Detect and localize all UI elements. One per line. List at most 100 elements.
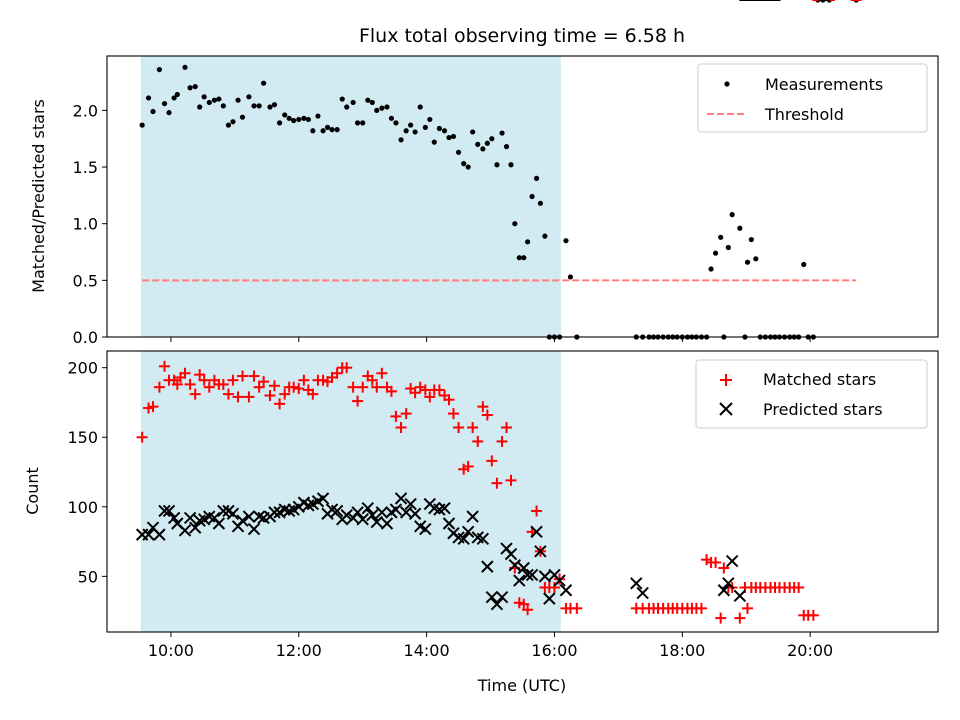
measurement-point bbox=[563, 238, 569, 244]
matched-star-point bbox=[472, 435, 484, 447]
predicted-star-point bbox=[504, 547, 518, 561]
measurement-point bbox=[286, 115, 292, 121]
x-axis-label: Time (UTC) bbox=[477, 676, 566, 695]
y-tick-label: 200 bbox=[67, 359, 98, 378]
matched-star-point bbox=[462, 460, 474, 472]
x-tick-label: 16:00 bbox=[531, 641, 577, 660]
predicted-star-point bbox=[530, 525, 543, 539]
measurement-point bbox=[235, 97, 241, 103]
measurement-point bbox=[484, 140, 490, 146]
matched-star-point bbox=[293, 383, 305, 395]
matched-star-point bbox=[571, 602, 583, 614]
measurement-point bbox=[508, 162, 514, 168]
matched-star-point bbox=[253, 381, 265, 393]
matched-star-point bbox=[496, 435, 508, 447]
predicted-star-point bbox=[466, 510, 479, 523]
matched-star-point bbox=[453, 422, 465, 434]
predicted-star-point bbox=[167, 511, 181, 525]
measurement-point bbox=[748, 236, 754, 243]
measurement-point bbox=[174, 91, 180, 98]
predicted-star-point bbox=[158, 504, 171, 518]
measurement-point bbox=[725, 244, 731, 251]
predicted-star-point bbox=[356, 513, 369, 526]
matched-star-point bbox=[501, 422, 513, 434]
matched-star-point bbox=[171, 378, 183, 390]
measurement-point bbox=[271, 102, 278, 108]
measurement-point bbox=[446, 134, 452, 141]
matched-star-point bbox=[467, 422, 479, 434]
predicted-star-point bbox=[534, 545, 547, 558]
measurement-point bbox=[470, 129, 476, 135]
y-tick-label: 50 bbox=[78, 567, 98, 586]
measurement-point bbox=[427, 116, 433, 123]
predicted-star-point bbox=[725, 554, 739, 568]
predicted-star-point bbox=[380, 517, 394, 530]
y-tick-label: 0.0 bbox=[73, 328, 98, 347]
predicted-star-point bbox=[636, 586, 649, 600]
matched-star-point bbox=[194, 369, 206, 381]
measurement-point bbox=[729, 212, 735, 218]
measurement-point bbox=[744, 259, 751, 265]
measurement-point bbox=[161, 100, 168, 107]
matched-star-point bbox=[268, 380, 280, 392]
predicted-star-point bbox=[394, 492, 408, 505]
measurement-point bbox=[431, 139, 437, 145]
predicted-star-point bbox=[490, 597, 504, 611]
matched-star-point bbox=[443, 394, 455, 406]
predicted-star-point bbox=[282, 504, 296, 518]
matched-star-point bbox=[734, 612, 746, 624]
matched-star-point bbox=[491, 477, 503, 489]
matched-star-point bbox=[243, 391, 255, 403]
measurement-point bbox=[197, 104, 203, 110]
measurement-point bbox=[455, 149, 462, 155]
measurement-point bbox=[216, 96, 222, 102]
matched-star-point bbox=[742, 602, 754, 614]
measurement-point bbox=[246, 94, 252, 100]
predicted-star-point bbox=[630, 577, 643, 590]
predicted-star-point bbox=[217, 504, 230, 518]
predicted-star-point bbox=[733, 589, 747, 603]
measurement-point bbox=[525, 239, 531, 245]
predicted-star-point bbox=[236, 514, 249, 527]
predicted-star-point bbox=[351, 506, 364, 519]
matched-star-point bbox=[184, 378, 196, 390]
matched-star-point bbox=[179, 367, 191, 379]
measurement-point bbox=[365, 97, 371, 103]
matched-star-point bbox=[715, 612, 727, 624]
ratio-legend: Measurements Threshold bbox=[697, 63, 928, 133]
predicted-star-point bbox=[226, 507, 240, 520]
matched-star-point bbox=[189, 388, 201, 400]
x-tick-label: 14:00 bbox=[404, 641, 450, 660]
matched-star-point bbox=[366, 374, 378, 386]
predicted-star-point bbox=[370, 515, 383, 529]
matched-star-point bbox=[807, 609, 819, 621]
measurement-point bbox=[150, 108, 156, 115]
predicted-star-point bbox=[366, 508, 379, 522]
predicted-star-point bbox=[495, 591, 509, 604]
count-y-axis-label: Count bbox=[23, 467, 42, 515]
matched-star-point bbox=[710, 556, 722, 568]
matched-star-point bbox=[248, 370, 260, 382]
measurement-point bbox=[182, 64, 188, 70]
predicted-star-point bbox=[183, 511, 197, 525]
legend-threshold-label: Threshold bbox=[764, 105, 844, 124]
predicted-star-point bbox=[717, 584, 731, 597]
measurement-point bbox=[461, 161, 467, 167]
matched-star-point bbox=[264, 390, 276, 402]
predicted-star-point bbox=[247, 522, 261, 536]
matched-star-point bbox=[357, 381, 369, 393]
predicted-star-point bbox=[361, 501, 375, 515]
count-legend: Matched stars Predicted stars bbox=[695, 359, 928, 429]
measurement-point bbox=[516, 255, 522, 261]
matched-star-point bbox=[409, 387, 421, 399]
measurement-point bbox=[324, 124, 331, 130]
measurement-point bbox=[369, 99, 375, 106]
predicted-star-point bbox=[193, 514, 206, 527]
matched-star-point bbox=[227, 374, 239, 386]
y-tick-label: 1.5 bbox=[73, 158, 98, 177]
predicted-star-point bbox=[419, 522, 432, 536]
ratio-legend-box bbox=[697, 63, 928, 133]
measurement-point bbox=[339, 96, 345, 102]
measurement-point bbox=[206, 99, 212, 106]
predicted-star-point bbox=[404, 497, 417, 511]
